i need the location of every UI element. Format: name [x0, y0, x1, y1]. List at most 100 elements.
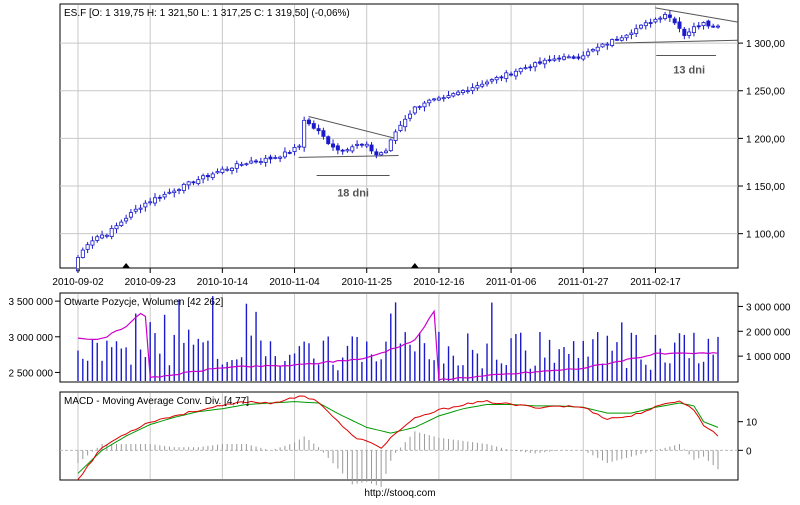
candle-body	[711, 25, 716, 28]
candle-body	[191, 181, 196, 184]
main-xtick-label: 2010-11-25	[342, 277, 393, 288]
candle-body	[485, 81, 490, 85]
candle-body	[292, 146, 297, 152]
candle-body	[562, 56, 567, 60]
trend-line	[298, 155, 399, 158]
candle-body	[696, 25, 701, 28]
candle-body	[229, 167, 234, 171]
candle-body	[581, 55, 586, 60]
volume-bars	[77, 296, 719, 381]
main-xtick-label: 2011-01-27	[558, 277, 609, 288]
candle-body	[157, 196, 162, 199]
candle-body	[634, 28, 639, 34]
macd-line	[77, 395, 719, 480]
candle-body	[85, 244, 90, 250]
candle-body	[278, 156, 283, 159]
candle-body	[201, 175, 206, 180]
candle-body	[114, 225, 119, 230]
candle-body	[340, 149, 345, 152]
candle-body	[172, 190, 177, 194]
candle-body	[100, 234, 105, 239]
oi-panel-frame	[59, 292, 739, 383]
oi-title: Otwarte Pozycje, Wolumen [42 262]	[64, 297, 224, 308]
main-xtick-label: 2011-01-06	[486, 277, 537, 288]
candle-body	[393, 131, 398, 141]
open-interest-line-group	[77, 309, 719, 381]
candle-body	[408, 113, 413, 119]
candle-body	[677, 21, 682, 29]
footer-url: http://stooq.com	[364, 488, 435, 499]
candle-body	[499, 76, 504, 79]
candle-body	[624, 34, 629, 39]
session-marker	[122, 263, 131, 268]
macd-lines	[77, 395, 719, 480]
main-ytick-label: 1 150,00	[746, 182, 785, 193]
main-xtick-label: 2011-02-17	[630, 277, 681, 288]
candle-body	[287, 152, 292, 154]
candle-body	[263, 157, 268, 163]
candle-body	[456, 91, 461, 96]
candle-body	[687, 31, 692, 36]
candle-body	[489, 79, 494, 82]
candle-body	[412, 106, 417, 114]
candle-body	[619, 37, 624, 41]
main-xtick-label: 2010-10-14	[197, 277, 249, 288]
trend-line	[308, 115, 396, 139]
candle-body	[643, 22, 648, 27]
candle-body	[128, 212, 133, 218]
main-xtick-label: 2010-09-23	[125, 277, 177, 288]
candle-body	[432, 98, 437, 101]
main-ytick-label: 1 200,00	[746, 134, 785, 145]
candle-body	[663, 14, 668, 19]
candle-body	[249, 160, 254, 164]
candle-body	[672, 18, 677, 24]
candle-body	[595, 46, 600, 52]
candle-body	[355, 143, 360, 146]
main-panel-frame	[59, 3, 739, 269]
candle-body	[379, 152, 384, 156]
main-xtick-label: 2010-12-16	[413, 277, 465, 288]
macd-ytick-label: 0	[746, 446, 752, 457]
candle-body	[441, 97, 446, 100]
candle-body	[547, 59, 552, 62]
candle-body	[653, 18, 658, 23]
candle-body	[331, 143, 336, 148]
candle-body	[152, 197, 157, 204]
candle-body	[523, 67, 528, 70]
candle-body	[533, 62, 538, 68]
oi-left-tick-label: 3 000 000	[9, 333, 54, 344]
candle-body	[374, 151, 379, 156]
candle-body	[557, 57, 562, 60]
candle-body	[143, 202, 148, 208]
candle-body	[80, 249, 85, 258]
candle-body	[648, 22, 653, 24]
candle-body	[537, 61, 542, 64]
candle-body	[518, 68, 523, 73]
candle-body	[528, 66, 533, 69]
candle-body	[345, 149, 350, 152]
candle-body	[610, 39, 615, 46]
candle-body	[552, 58, 557, 61]
candle-body	[119, 221, 124, 227]
main-title: ES.F [O: 1 319,75 H: 1 321,50 L: 1 317,2…	[64, 8, 350, 19]
open-interest-line	[77, 309, 719, 381]
candlestick-series	[76, 10, 721, 273]
candle-body	[422, 102, 427, 108]
candle-body	[417, 106, 422, 108]
oi-left-tick-label: 2 500 000	[9, 368, 54, 379]
candle-body	[359, 143, 364, 146]
candle-body	[311, 123, 316, 129]
candle-body	[460, 90, 465, 94]
candle-body	[682, 28, 687, 36]
annotation-label: 18 dni	[337, 188, 369, 200]
oi-right-tick-label: 1 000 000	[746, 352, 791, 363]
candle-body	[576, 56, 581, 59]
candle-body	[658, 17, 663, 20]
candle-body	[470, 87, 475, 92]
candle-body	[513, 70, 518, 77]
macd-histogram	[77, 431, 719, 487]
candle-body	[701, 22, 706, 27]
trend-line	[615, 39, 739, 44]
candle-body	[220, 168, 225, 173]
